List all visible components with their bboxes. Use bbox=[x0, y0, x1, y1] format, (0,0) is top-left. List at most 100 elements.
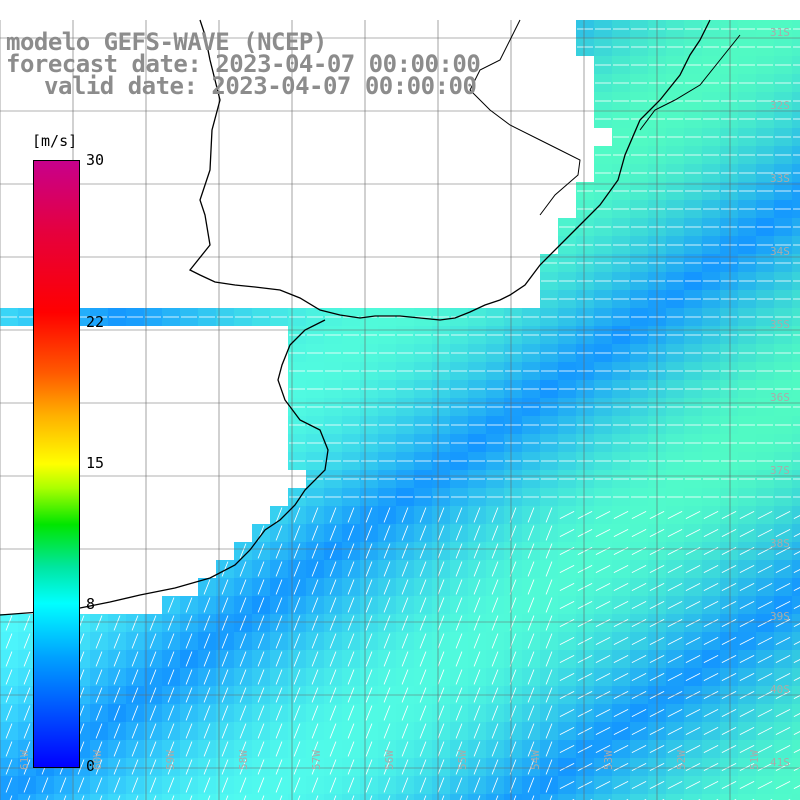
wind-arrow bbox=[329, 561, 337, 577]
wind-arrow bbox=[473, 723, 481, 739]
wind-speed-cell bbox=[396, 794, 414, 800]
wind-arrow bbox=[667, 547, 683, 555]
wind-speed-cell bbox=[216, 794, 234, 800]
wind-arrow bbox=[401, 507, 409, 523]
wind-arrow bbox=[401, 741, 409, 757]
wind-arrow bbox=[473, 615, 481, 631]
wind-arrow bbox=[667, 529, 683, 537]
wind-arrow bbox=[293, 741, 301, 757]
wind-arrow bbox=[527, 705, 535, 721]
wind-arrow bbox=[329, 669, 337, 685]
wind-arrow bbox=[491, 543, 499, 559]
wind-speed-cell bbox=[792, 596, 800, 614]
wind-arrow bbox=[739, 619, 755, 627]
wind-arrow bbox=[491, 561, 499, 577]
wind-arrow bbox=[721, 727, 737, 735]
wind-arrow bbox=[595, 601, 611, 609]
wind-arrow bbox=[721, 511, 737, 519]
colorbar-tick-label: 0 bbox=[86, 757, 96, 775]
wind-speed-cell bbox=[792, 740, 800, 758]
wind-arrow bbox=[613, 637, 629, 645]
wind-arrow bbox=[473, 579, 481, 595]
wind-arrow bbox=[559, 565, 575, 573]
wind-arrow bbox=[383, 543, 391, 559]
wind-arrow bbox=[383, 651, 391, 667]
wind-arrow bbox=[545, 561, 553, 577]
wind-speed-cell bbox=[792, 650, 800, 668]
wind-arrow bbox=[437, 543, 445, 559]
wind-arrow bbox=[595, 781, 611, 789]
wind-arrow bbox=[383, 615, 391, 631]
wind-arrow bbox=[455, 579, 463, 595]
wind-arrow bbox=[559, 601, 575, 609]
wind-arrow bbox=[149, 723, 157, 739]
wind-arrow bbox=[311, 561, 319, 577]
wind-arrow bbox=[347, 759, 355, 775]
wind-arrow bbox=[757, 763, 773, 771]
wind-arrow bbox=[225, 795, 229, 800]
wind-arrow bbox=[419, 579, 427, 595]
wind-arrow bbox=[45, 795, 49, 800]
wind-arrow bbox=[437, 597, 445, 613]
wind-arrow bbox=[347, 669, 355, 685]
wind-arrow bbox=[491, 525, 499, 541]
longitude-label: 53W bbox=[602, 750, 615, 770]
wind-arrow bbox=[491, 651, 499, 667]
wind-arrow bbox=[793, 587, 800, 591]
wind-arrow bbox=[275, 597, 283, 613]
wind-arrow bbox=[5, 615, 13, 631]
wind-arrow bbox=[311, 597, 319, 613]
wind-arrow bbox=[703, 655, 719, 663]
wind-arrow bbox=[685, 637, 701, 645]
wind-arrow bbox=[559, 637, 575, 645]
wind-arrow bbox=[221, 633, 229, 649]
wind-arrow bbox=[189, 795, 193, 800]
wind-arrow bbox=[113, 723, 121, 739]
wind-arrow bbox=[329, 741, 337, 757]
wind-arrow bbox=[261, 795, 265, 800]
wind-speed-cell bbox=[792, 632, 800, 650]
wind-arrow bbox=[293, 777, 301, 793]
wind-arrow bbox=[419, 759, 427, 775]
wind-arrow bbox=[775, 745, 791, 753]
wind-arrow bbox=[99, 795, 103, 800]
wind-speed-cell bbox=[738, 794, 756, 800]
wind-arrow bbox=[77, 759, 85, 775]
wind-arrow bbox=[113, 633, 121, 649]
wind-arrow bbox=[293, 615, 301, 631]
wind-arrow bbox=[347, 597, 355, 613]
wind-arrow bbox=[275, 723, 283, 739]
wind-arrow bbox=[577, 601, 593, 609]
wind-speed-cell bbox=[0, 794, 18, 800]
wind-arrow bbox=[491, 597, 499, 613]
longitude-label: 56W bbox=[383, 750, 396, 770]
wind-arrow bbox=[311, 723, 319, 739]
wind-arrow bbox=[293, 561, 301, 577]
wind-arrow bbox=[221, 651, 229, 667]
wind-arrow bbox=[221, 561, 229, 577]
longitude-label: 51W bbox=[748, 750, 761, 770]
wind-arrow bbox=[311, 507, 319, 523]
wind-arrow bbox=[329, 597, 337, 613]
wind-arrow bbox=[595, 637, 611, 645]
wind-arrow bbox=[239, 543, 247, 559]
wind-arrow bbox=[577, 565, 593, 573]
wind-arrow bbox=[631, 565, 647, 573]
wind-arrow bbox=[775, 637, 791, 645]
wind-arrow bbox=[757, 637, 773, 645]
wind-arrow bbox=[595, 511, 611, 519]
wind-arrow bbox=[595, 655, 611, 663]
wind-arrow bbox=[757, 547, 773, 555]
wind-arrow bbox=[59, 777, 67, 793]
wind-arrow bbox=[613, 601, 629, 609]
wind-arrow bbox=[113, 615, 121, 631]
wind-speed-cell bbox=[414, 794, 432, 800]
wind-arrow bbox=[401, 633, 409, 649]
wind-arrow bbox=[315, 795, 319, 800]
wind-arrow bbox=[23, 633, 31, 649]
wind-speed-cell bbox=[792, 722, 800, 740]
wind-arrow bbox=[559, 529, 575, 537]
wind-arrow bbox=[383, 723, 391, 739]
wind-arrow bbox=[221, 705, 229, 721]
wind-arrow bbox=[739, 565, 755, 573]
